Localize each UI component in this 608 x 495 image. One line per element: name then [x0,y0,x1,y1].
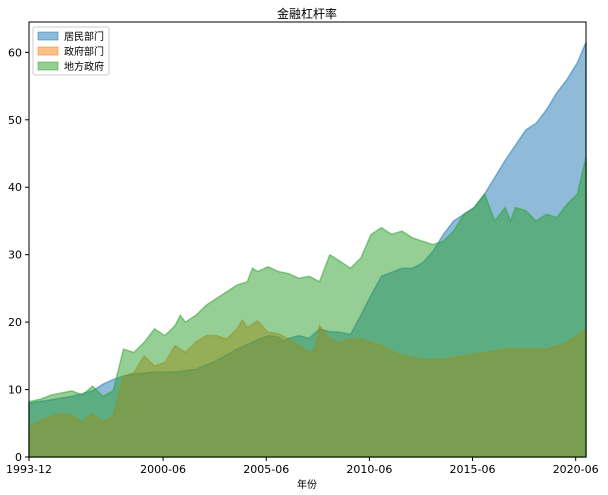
y-tick-label: 10 [8,384,22,397]
x-tick-label: 2005-06 [243,463,289,476]
y-tick-label: 20 [8,316,22,329]
chart-title: 金融杠杆率 [277,6,337,21]
y-tick-label: 60 [8,46,22,59]
y-axis: 0 10 20 30 40 50 60 [8,46,29,464]
x-tick-label: 2000-06 [140,463,186,476]
legend-label-2: 政府部门 [64,45,104,58]
plot-frame [28,21,587,458]
legend-swatch-1 [37,31,59,41]
x-tick-label: 1993-12 [6,463,52,476]
plot-areas [28,41,587,458]
legend-label-3: 地方政府 [64,60,104,73]
x-axis-label: 年份 [297,478,317,491]
legend-swatch-3 [37,61,59,71]
x-axis: 1993-12 2000-06 2005-06 2010-06 2015-06 2020-… [6,457,599,476]
x-tick-label: 2010-06 [346,463,392,476]
x-tick-label: 2015-06 [450,463,496,476]
x-tick-label: 2020-06 [553,463,599,476]
y-tick-label: 30 [8,249,22,262]
y-tick-label: 50 [8,114,22,127]
legend-swatch-2 [37,46,59,56]
y-tick-label: 40 [8,181,22,194]
legend-label-1: 居民部门 [64,30,104,43]
y-tick-label: 0 [15,451,22,464]
area-series-3 [28,156,587,458]
